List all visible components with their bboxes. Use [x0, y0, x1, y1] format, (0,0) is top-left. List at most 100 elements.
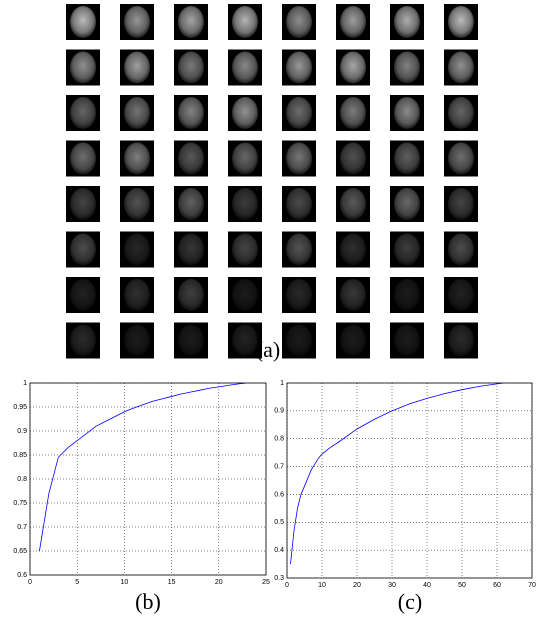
face [70, 188, 96, 220]
face [124, 97, 150, 129]
face [70, 6, 96, 38]
face [178, 188, 204, 220]
face [448, 142, 474, 175]
face [178, 279, 204, 311]
face [232, 97, 258, 129]
x-tick-label: 0 [285, 582, 289, 589]
face [232, 233, 258, 266]
face [286, 279, 312, 311]
y-tick-label: 0.6 [17, 572, 27, 579]
face [394, 279, 420, 311]
face [70, 142, 96, 175]
face [232, 324, 258, 357]
x-tick-label: 20 [215, 579, 223, 586]
face [232, 51, 258, 84]
face [178, 142, 204, 175]
face [178, 233, 204, 266]
face [394, 188, 420, 220]
x-tick-label: 50 [458, 582, 466, 589]
x-tick-label: 30 [388, 582, 396, 589]
face [448, 279, 474, 311]
plot-area [286, 382, 533, 579]
x-tick-label: 5 [75, 579, 79, 586]
face [286, 233, 312, 266]
line [39, 382, 248, 552]
face [178, 6, 204, 38]
x-tick-label: 10 [121, 579, 129, 586]
face [340, 324, 366, 357]
face [340, 97, 366, 129]
face [232, 142, 258, 175]
face [286, 142, 312, 175]
face [124, 188, 150, 220]
face [124, 6, 150, 38]
face [178, 97, 204, 129]
face [124, 233, 150, 266]
face [394, 233, 420, 266]
face [286, 188, 312, 220]
face [286, 51, 312, 84]
face [340, 142, 366, 175]
face [124, 279, 150, 311]
y-tick-label: 0.7 [274, 463, 284, 470]
face [340, 279, 366, 311]
face [124, 142, 150, 175]
face [124, 51, 150, 84]
face [340, 188, 366, 220]
y-tick-label: 0.65 [13, 548, 27, 555]
y-tick-label: 0.85 [13, 452, 27, 459]
face [70, 233, 96, 266]
y-tick-label: 0.7 [17, 524, 27, 531]
face [286, 97, 312, 129]
caption: (b) [135, 589, 161, 614]
face [448, 324, 474, 357]
x-tick-label: 60 [493, 582, 501, 589]
x-tick-label: 70 [528, 582, 536, 589]
x-tick-label: 10 [318, 582, 326, 589]
face [178, 51, 204, 84]
face [340, 233, 366, 266]
y-tick-label: 0.4 [274, 547, 284, 554]
face [70, 324, 96, 357]
face [394, 97, 420, 129]
face [232, 6, 258, 38]
face [394, 324, 420, 357]
face [448, 97, 474, 129]
y-tick-label: 1 [23, 380, 27, 387]
face [340, 6, 366, 38]
face [232, 279, 258, 311]
y-tick-label: 0.3 [274, 575, 284, 582]
y-tick-label: 0.95 [13, 404, 27, 411]
face [448, 6, 474, 38]
face [448, 233, 474, 266]
face [232, 188, 258, 220]
y-tick-label: 0.8 [17, 476, 27, 483]
y-tick-label: 0.5 [274, 519, 284, 526]
face [448, 51, 474, 84]
x-tick-label: 15 [168, 579, 176, 586]
x-tick-label: 0 [28, 579, 32, 586]
face [286, 324, 312, 357]
y-tick-label: 0.75 [13, 500, 27, 507]
x-tick-label: 40 [423, 582, 431, 589]
y-tick-label: 0.6 [274, 491, 284, 498]
y-tick-label: 0.9 [274, 408, 284, 415]
x-tick-label: 25 [262, 579, 270, 586]
face [448, 188, 474, 220]
face [286, 6, 312, 38]
x-tick-label: 20 [353, 582, 361, 589]
face [340, 51, 366, 84]
face [394, 142, 420, 175]
face [178, 324, 204, 357]
caption: (a) [256, 337, 280, 362]
face [124, 324, 150, 357]
face [394, 51, 420, 84]
y-tick-label: 0.8 [274, 436, 284, 443]
face [70, 51, 96, 84]
face [70, 97, 96, 129]
face-grid [66, 4, 478, 359]
y-tick-label: 0.9 [17, 428, 27, 435]
caption: (c) [398, 589, 422, 614]
face [394, 6, 420, 38]
